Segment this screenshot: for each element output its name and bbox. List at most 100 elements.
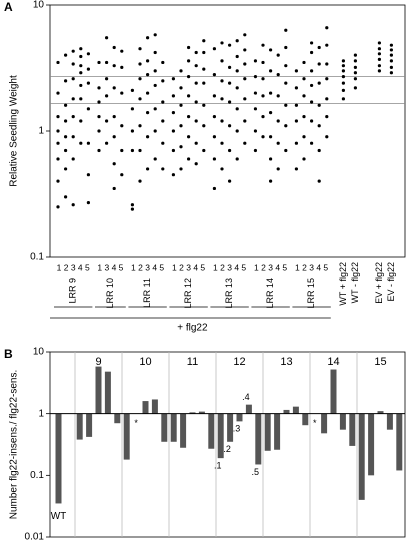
data-point — [97, 86, 101, 90]
data-point — [284, 81, 288, 85]
data-point — [228, 43, 232, 47]
data-point — [179, 124, 183, 128]
allele-labels: 1 2 3 4 5 — [172, 262, 205, 272]
data-point — [97, 129, 101, 133]
data-point — [120, 124, 124, 128]
bar — [76, 413, 83, 440]
data-point — [161, 60, 165, 65]
data-point — [171, 110, 175, 115]
data-point — [79, 47, 83, 51]
data-point — [97, 148, 101, 153]
data-point — [79, 119, 83, 123]
control-label: EV + flg22 — [374, 262, 384, 304]
data-point — [146, 73, 150, 77]
data-point — [310, 141, 314, 145]
data-point — [187, 115, 191, 119]
data-point — [105, 94, 109, 98]
y-tick-label: 0.1 — [30, 470, 44, 481]
data-point — [187, 45, 191, 50]
data-point — [146, 135, 150, 139]
data-point — [130, 148, 134, 153]
data-point — [161, 100, 165, 104]
bar — [189, 412, 196, 414]
data-point — [161, 79, 165, 83]
data-point — [161, 167, 165, 171]
data-point — [71, 97, 75, 101]
data-point — [171, 94, 175, 98]
bar-label: * — [313, 418, 317, 428]
y-tick-label: 10 — [33, 0, 45, 11]
data-point — [389, 53, 393, 57]
bar — [358, 413, 365, 500]
data-point — [294, 141, 298, 145]
bar — [292, 406, 299, 414]
bar-label: .4 — [242, 392, 250, 402]
data-point — [261, 60, 265, 65]
data-point — [86, 107, 90, 111]
data-point — [235, 129, 239, 133]
data-point — [341, 97, 345, 101]
data-point — [179, 167, 183, 171]
data-point — [71, 49, 75, 53]
data-point — [377, 41, 381, 45]
data-point — [112, 186, 116, 191]
control-label: WT - flg22 — [350, 262, 360, 303]
data-point — [261, 135, 265, 139]
data-point — [105, 141, 109, 145]
group-label: LRR 12 — [183, 278, 193, 309]
data-point — [194, 100, 198, 104]
data-point — [243, 119, 247, 123]
data-point — [269, 157, 273, 161]
bar — [142, 401, 149, 414]
data-point — [153, 107, 157, 111]
data-point — [284, 124, 288, 128]
data-point — [194, 162, 198, 166]
data-point — [187, 94, 191, 98]
data-point — [153, 83, 157, 88]
data-point — [153, 69, 157, 73]
data-point — [105, 36, 109, 40]
data-point — [294, 86, 298, 90]
bar — [274, 413, 281, 450]
data-point — [243, 62, 247, 66]
data-point — [317, 103, 321, 107]
data-point — [79, 83, 83, 88]
data-point — [161, 119, 165, 123]
data-point — [353, 77, 357, 81]
group-label: LRR 15 — [306, 278, 316, 309]
data-point — [56, 60, 60, 65]
allele-labels: 1 3 4 5 — [97, 262, 123, 272]
data-point — [212, 94, 216, 98]
bar — [95, 366, 102, 414]
data-point — [194, 141, 198, 145]
data-point — [138, 148, 142, 153]
y-tick-label: 1 — [38, 126, 44, 137]
data-point — [389, 59, 393, 63]
data-point — [64, 195, 68, 199]
bar — [236, 413, 243, 422]
data-point — [220, 141, 224, 145]
allele-labels: 1 2 3 4 5 — [57, 262, 90, 272]
data-point — [64, 119, 68, 123]
data-point — [243, 77, 247, 81]
data-point — [71, 135, 75, 139]
data-point — [310, 83, 314, 88]
y-axis-label: Relative Seedling Weight — [9, 75, 20, 187]
data-point — [146, 91, 150, 95]
data-point — [302, 77, 306, 81]
bar — [55, 413, 62, 504]
bar — [217, 413, 224, 459]
data-point — [146, 110, 150, 115]
data-point — [269, 69, 273, 73]
data-point — [187, 59, 191, 63]
data-point — [212, 135, 216, 139]
data-point — [284, 45, 288, 50]
data-point — [86, 52, 90, 56]
control-label: EV - flg22 — [386, 262, 396, 302]
data-point — [261, 115, 265, 119]
data-point — [202, 81, 206, 85]
data-point — [79, 64, 83, 68]
data-point — [341, 59, 345, 63]
plot-frame — [49, 4, 406, 258]
